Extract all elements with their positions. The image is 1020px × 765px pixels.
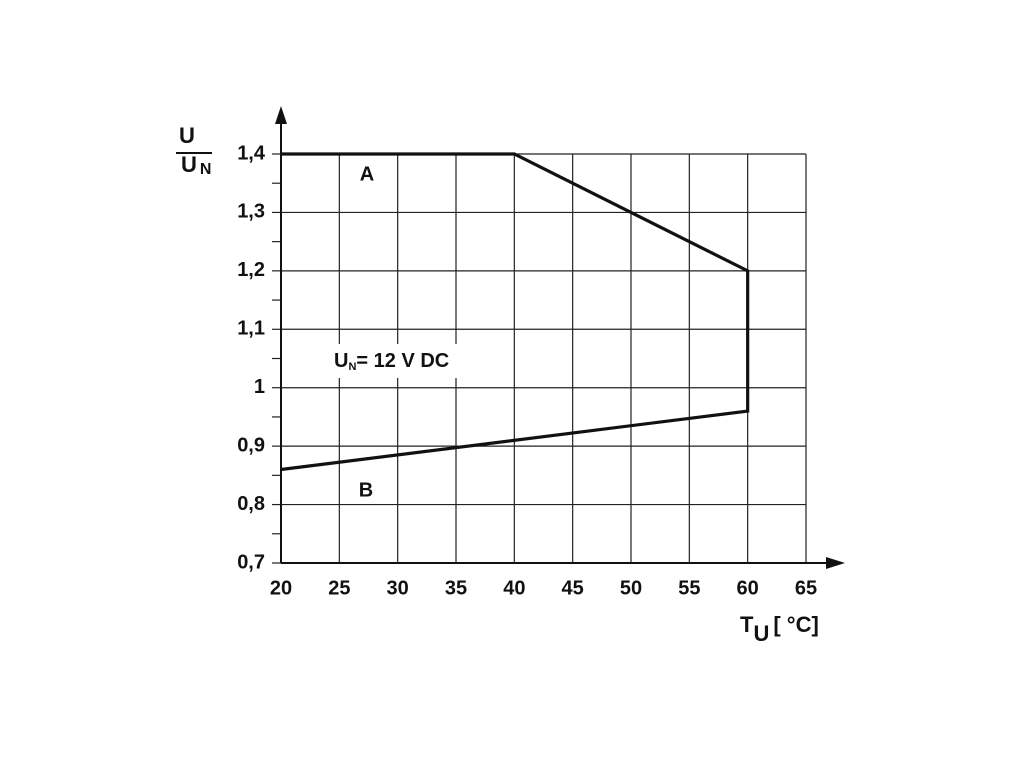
x-tick-label: 50 <box>620 577 642 599</box>
y-tick-label: 0,7 <box>237 551 265 573</box>
x-tick-label: 30 <box>387 577 409 599</box>
y-label-numerator: U <box>179 123 195 148</box>
annotation-subscript: N <box>348 361 356 373</box>
y-tick-label: 1,4 <box>237 142 266 164</box>
x-tick-label: 35 <box>445 577 467 599</box>
annotation-main: U <box>334 350 348 372</box>
x-tick-label: 45 <box>562 577 584 599</box>
y-tick-label: 0,8 <box>237 493 265 515</box>
annotation-bg <box>330 344 472 378</box>
curve-label: A <box>360 163 374 185</box>
x-tick-label: 25 <box>328 577 350 599</box>
x-tick-label: 60 <box>737 577 759 599</box>
x-axis-arrow <box>826 557 845 569</box>
curve-label: B <box>359 479 373 501</box>
x-tick-label: 20 <box>270 577 292 599</box>
annotation-rest: = 12 V DC <box>356 350 449 372</box>
curve <box>280 152 750 472</box>
y-label-denominator-main: U <box>181 152 197 177</box>
y-tick-label: 1,3 <box>237 201 265 223</box>
y-label-subscript: N <box>200 161 212 178</box>
x-tick-label: 40 <box>503 577 525 599</box>
x-label: TU[ °C] <box>740 612 819 646</box>
x-label-main: T <box>740 612 754 637</box>
y-tick-label: 1 <box>254 376 265 398</box>
y-tick-label: 1,1 <box>237 318 265 340</box>
annotation: UN= 12 V DC <box>334 350 449 373</box>
x-tick-label: 65 <box>795 577 817 599</box>
y-tick-label: 0,9 <box>237 434 265 456</box>
x-tick-label: 55 <box>678 577 700 599</box>
y-tick-label: 1,2 <box>237 259 265 281</box>
y-axis-arrow <box>275 106 287 124</box>
x-label-unit: [ °C] <box>773 612 818 637</box>
x-label-subscript: U <box>753 621 769 646</box>
